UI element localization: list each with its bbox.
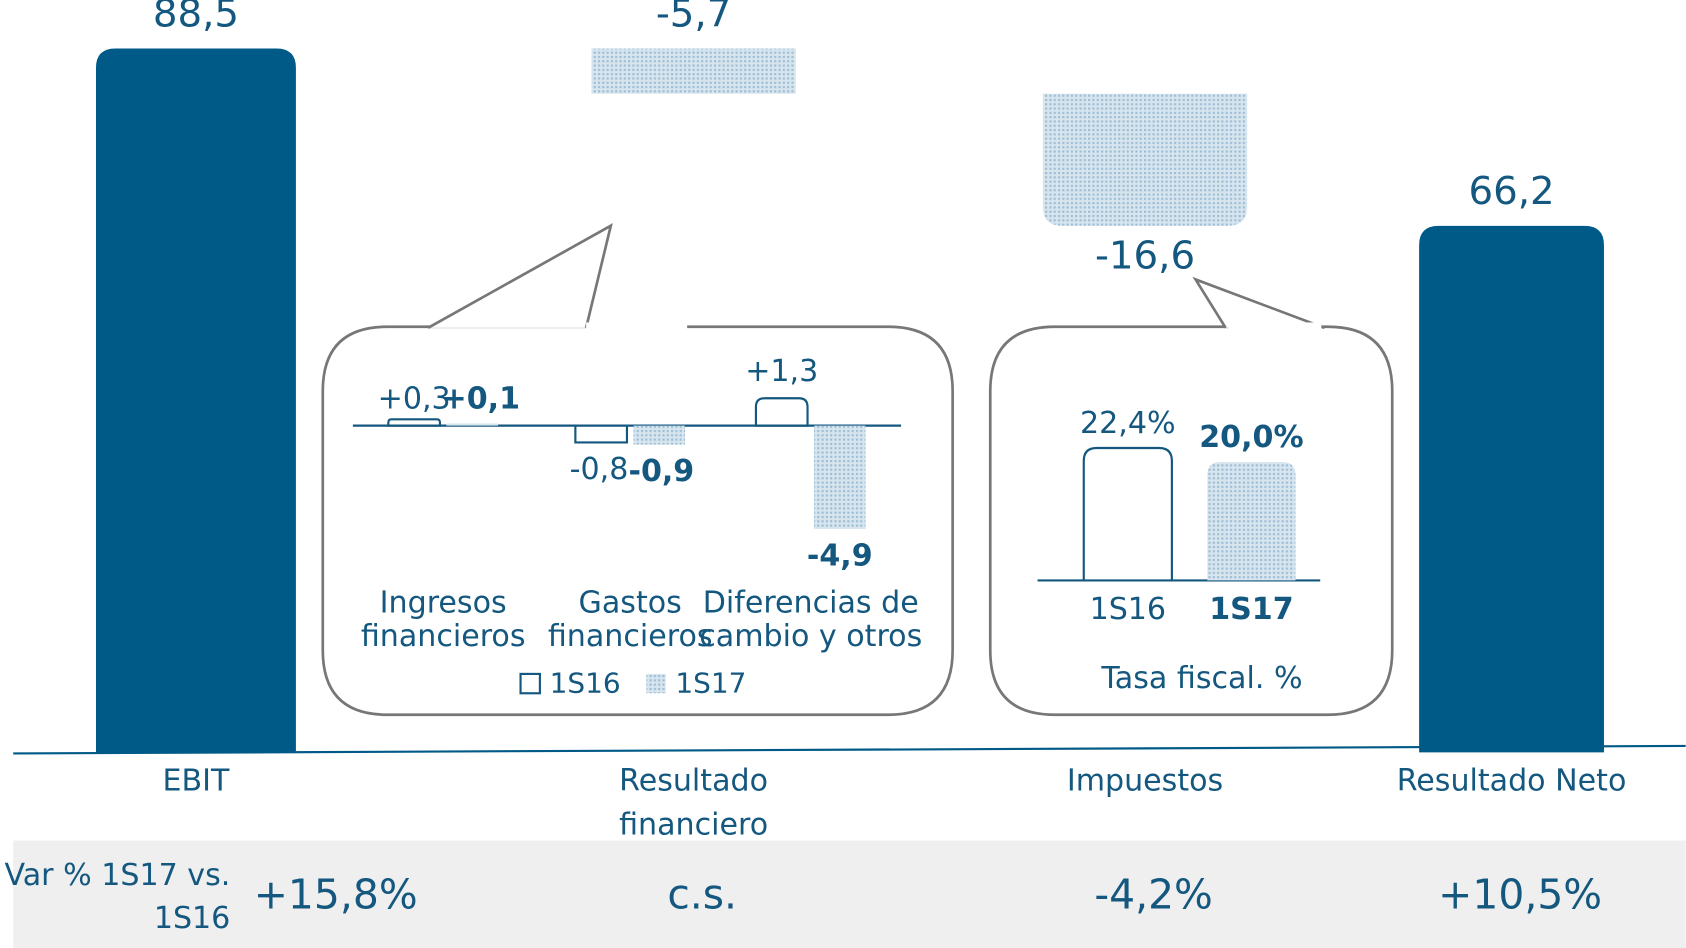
inset-caption: Tasa fiscal. % <box>1100 661 1302 696</box>
category-label: Resultado Neto <box>1397 763 1627 798</box>
inset-bar <box>633 425 685 445</box>
callout-pointer <box>1192 276 1325 330</box>
category-label: EBIT <box>163 763 231 798</box>
total-bar <box>95 48 296 753</box>
inset-value-label: +0,3 <box>378 381 451 416</box>
callout-pointer <box>427 223 613 329</box>
inset-category-label: Diferencias de cambio y otros <box>699 585 922 653</box>
total-bar <box>1419 225 1604 753</box>
callout-tax <box>988 325 1394 717</box>
inset-value-label: -4,9 <box>807 538 873 573</box>
legend-label: 1S16 <box>550 667 621 700</box>
legend-label: 1S17 <box>675 667 746 700</box>
inset-bar <box>754 397 809 427</box>
variation-value: +10,5% <box>1438 870 1602 918</box>
inset-value-label: -0,9 <box>628 454 694 489</box>
variation-value: c.s. <box>667 870 737 918</box>
inset-value-label: +1,3 <box>745 354 818 389</box>
value-label: -5,7 <box>656 0 732 37</box>
value-label: 66,2 <box>1468 169 1554 214</box>
category-label: Resultado financiero <box>619 763 768 842</box>
inset-category-label: 1S16 <box>1090 592 1167 627</box>
inset-bar <box>813 425 866 529</box>
delta-bar <box>1042 93 1248 226</box>
inset-bar <box>1207 462 1296 581</box>
variation-label: Var % 1S17 vs. 1S16 <box>5 857 231 935</box>
delta-bar <box>591 48 796 94</box>
callout-join <box>1228 322 1322 332</box>
variation-band <box>13 840 1686 948</box>
inset-bar <box>387 418 442 427</box>
inset-value-label: 20,0% <box>1199 420 1303 455</box>
inset-bar <box>574 424 629 444</box>
legend-swatch <box>646 673 666 694</box>
inset-category-label: Ingresos financieros <box>361 585 526 653</box>
inset-value-label: +0,1 <box>442 381 521 416</box>
value-label: -16,6 <box>1095 234 1195 279</box>
legend-swatch <box>519 672 541 695</box>
inset-value-label: 22,4% <box>1080 406 1176 441</box>
category-label: Impuestos <box>1067 763 1223 798</box>
value-label: 88,5 <box>153 0 239 37</box>
variation-value: -4,2% <box>1094 870 1212 918</box>
variation-value: +15,8% <box>254 870 418 918</box>
inset-bar <box>1082 446 1173 582</box>
callout-join <box>586 322 688 332</box>
inset-category-label: Gastos financieros <box>548 585 713 653</box>
inset-category-label: 1S17 <box>1209 592 1293 627</box>
inset-value-label: -0,8 <box>570 452 629 487</box>
inset-bar <box>446 423 498 426</box>
